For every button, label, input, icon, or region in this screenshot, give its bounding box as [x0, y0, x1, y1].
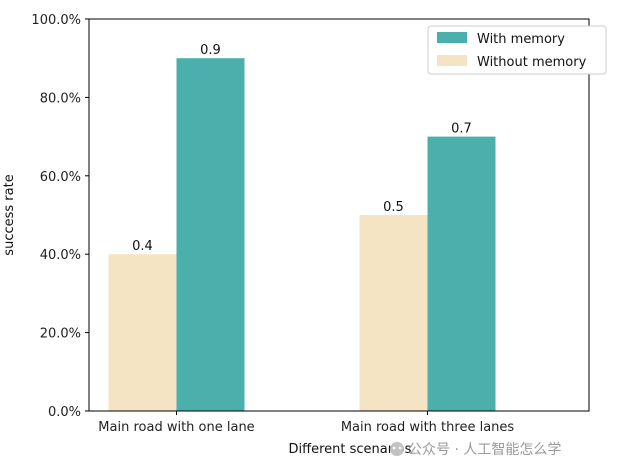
wechat-icon [390, 442, 404, 456]
y-tick-label: 20.0% [40, 327, 81, 342]
legend-swatch-with-memory [437, 32, 467, 43]
data-label-with-memory-2: 0.7 [451, 122, 472, 137]
data-label-without-memory-2: 0.5 [383, 200, 404, 215]
y-tick-label: 60.0% [40, 170, 81, 185]
bar-with-memory-2 [427, 136, 496, 411]
bar-without-memory-1 [108, 254, 177, 411]
y-axis-label: success rate [2, 174, 17, 255]
watermark: 公众号 · 人工智能怎么学 [390, 442, 561, 458]
x-tick-label: Main road with three lanes [341, 420, 515, 435]
x-tick-label: Main road with one lane [98, 420, 254, 435]
y-tick-label: 40.0% [40, 248, 81, 263]
data-label-without-memory-1: 0.4 [132, 239, 153, 254]
y-tick-label: 80.0% [40, 91, 81, 106]
plot-frame [88, 18, 590, 412]
legend-label-without-memory: Without memory [477, 55, 587, 70]
y-tick-label: 0.0% [48, 405, 81, 420]
x-axis-label: Different scenarios [289, 442, 412, 457]
legend: With memory Without memory [427, 25, 607, 75]
legend-swatch-without-memory [437, 55, 467, 66]
watermark-text: 公众号 · 人工智能怎么学 [408, 442, 561, 458]
bar-with-memory-1 [176, 58, 245, 411]
legend-label-with-memory: With memory [477, 32, 565, 47]
y-tick-label: 100.0% [31, 13, 81, 28]
legend-frame [427, 25, 607, 75]
data-label-with-memory-1: 0.9 [200, 43, 221, 58]
bar-without-memory-2 [359, 215, 428, 411]
